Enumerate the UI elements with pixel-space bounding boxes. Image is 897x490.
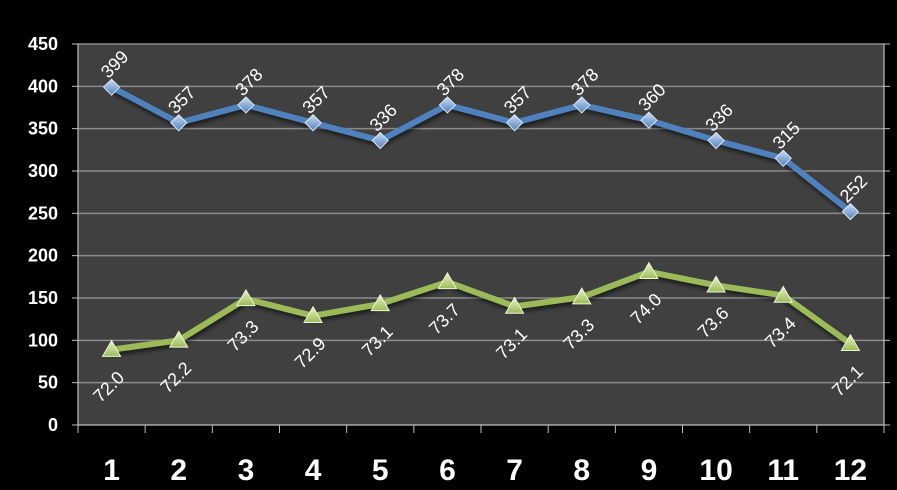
y-tick-label: 300 bbox=[28, 161, 58, 181]
y-tick-label: 0 bbox=[48, 415, 58, 435]
x-tick-label: 5 bbox=[372, 454, 389, 487]
data-point bbox=[639, 261, 659, 280]
gridlines bbox=[78, 43, 884, 384]
y-tick-label: 350 bbox=[28, 119, 58, 139]
y-tick-label: 200 bbox=[28, 246, 58, 266]
series-line-1 bbox=[108, 84, 854, 215]
data-point bbox=[573, 96, 591, 114]
data-point bbox=[773, 285, 794, 303]
x-tick-label: 4 bbox=[305, 454, 322, 487]
x-tick-label: 7 bbox=[506, 454, 523, 487]
plot-area bbox=[78, 44, 884, 425]
x-tick-label: 8 bbox=[573, 454, 590, 487]
data-point bbox=[101, 339, 122, 357]
data-point bbox=[774, 149, 792, 168]
x-tick-label: 6 bbox=[439, 454, 456, 487]
y-tick-label: 400 bbox=[28, 76, 58, 96]
data-point bbox=[504, 296, 525, 314]
data-point bbox=[168, 330, 189, 348]
data-point bbox=[505, 114, 524, 132]
y-tick-label: 50 bbox=[38, 373, 58, 393]
data-point bbox=[438, 96, 457, 114]
y-tick-label: 250 bbox=[28, 203, 58, 223]
y-tick-label: 450 bbox=[28, 34, 58, 54]
x-tick-label: 11 bbox=[767, 454, 799, 487]
data-point bbox=[102, 78, 121, 96]
series-line-2 bbox=[108, 268, 854, 353]
data-point bbox=[170, 114, 188, 132]
data-point bbox=[437, 271, 458, 290]
y-tick-label: 100 bbox=[28, 330, 58, 350]
x-tick-label: 10 bbox=[699, 454, 732, 487]
data-point bbox=[841, 202, 860, 221]
x-tick-label: 9 bbox=[641, 454, 658, 487]
series-group bbox=[101, 78, 861, 357]
data-point bbox=[371, 131, 389, 150]
x-tick-label: 2 bbox=[170, 454, 187, 487]
x-tick-label: 3 bbox=[238, 454, 255, 487]
data-point bbox=[370, 293, 391, 312]
y-tick-label: 150 bbox=[28, 288, 58, 308]
data-point bbox=[236, 288, 256, 307]
data-point bbox=[706, 275, 726, 293]
data-point bbox=[303, 305, 323, 324]
data-point bbox=[640, 111, 658, 129]
x-tick-label: 12 bbox=[834, 454, 867, 487]
data-point bbox=[571, 287, 592, 305]
data-point bbox=[237, 96, 255, 114]
x-tick-label: 1 bbox=[103, 454, 120, 487]
data-point bbox=[304, 114, 322, 132]
data-point bbox=[707, 131, 725, 150]
data-point bbox=[840, 333, 861, 351]
